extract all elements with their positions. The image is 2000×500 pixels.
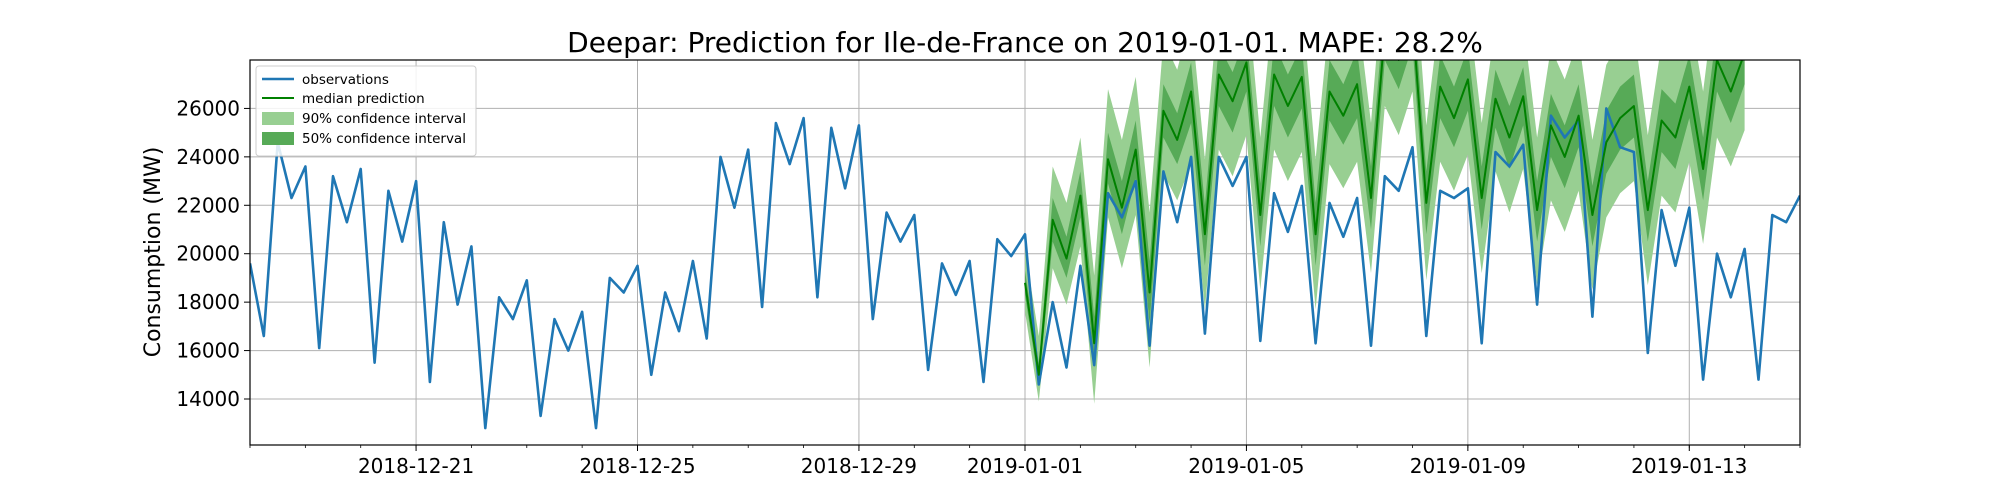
x-tick-label: 2019-01-05 xyxy=(1188,454,1304,478)
y-tick-label: 24000 xyxy=(176,145,240,169)
axis-ticks: 2018-12-21 2018-12-25 2018-12-29 2019-01-01… xyxy=(176,96,1801,478)
x-tick-label: 2019-01-09 xyxy=(1410,454,1526,478)
chart-title: Deepar: Prediction for Ile-de-France on … xyxy=(567,26,1483,59)
x-tick-label: 2018-12-25 xyxy=(579,454,695,478)
y-tick-label: 20000 xyxy=(176,242,240,266)
y-tick-label: 14000 xyxy=(176,387,240,411)
median-prediction-line xyxy=(1024,60,1744,376)
series-lines xyxy=(250,60,1800,430)
y-axis-title: Consumption (MW) xyxy=(141,147,166,358)
y-tick-label: 22000 xyxy=(176,193,240,217)
x-tick-label: 2019-01-13 xyxy=(1631,454,1747,478)
legend-swatch-ci90 xyxy=(262,112,294,125)
ci50-band xyxy=(1025,60,1745,385)
legend-label-median: median prediction xyxy=(302,91,425,107)
y-tick-label: 16000 xyxy=(176,339,240,363)
confidence-bands xyxy=(1025,60,1745,404)
legend: observations median prediction 90% confi… xyxy=(255,65,477,157)
legend-label-ci90: 90% confidence interval xyxy=(302,111,466,127)
observations-line xyxy=(250,107,1800,430)
legend-label-observations: observations xyxy=(302,72,389,88)
x-tick-label: 2019-01-01 xyxy=(967,454,1083,478)
y-tick-label: 26000 xyxy=(176,96,240,120)
legend-frame xyxy=(255,65,477,157)
x-tick-label: 2018-12-21 xyxy=(358,454,474,478)
y-tick-label: 18000 xyxy=(176,290,240,314)
x-tick-label: 2018-12-29 xyxy=(801,454,917,478)
legend-label-ci50: 50% confidence interval xyxy=(302,131,466,147)
legend-swatch-ci50 xyxy=(262,132,294,145)
